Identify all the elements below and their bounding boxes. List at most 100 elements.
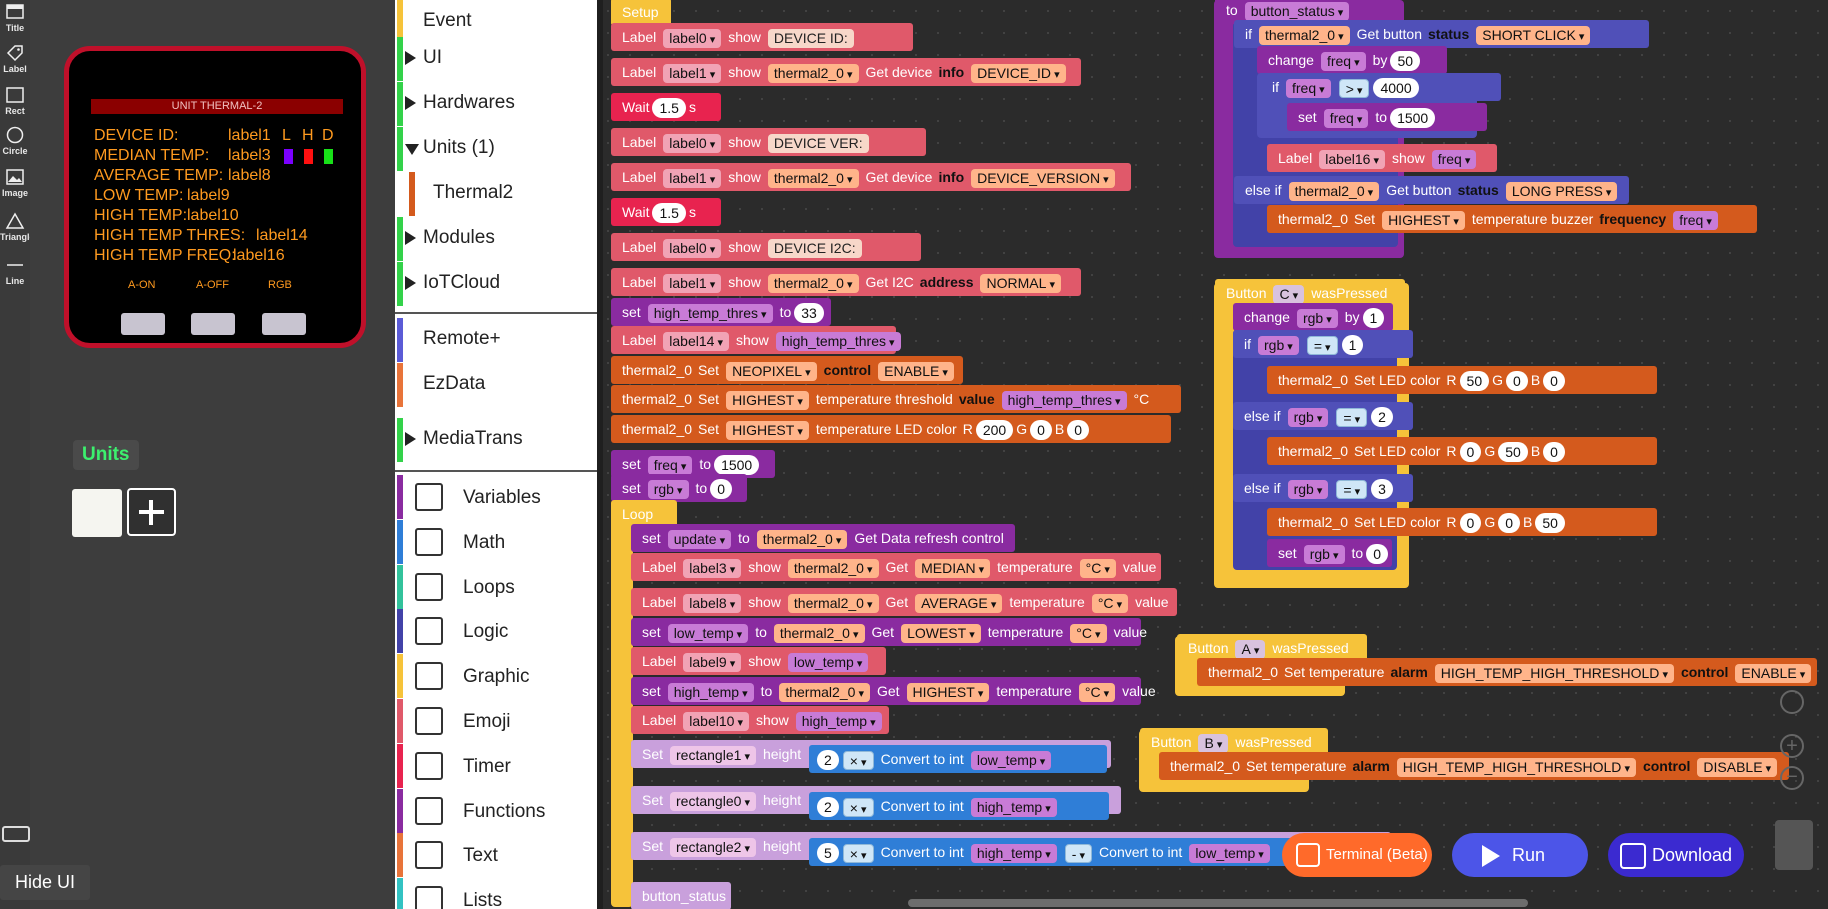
number-field[interactable]: 4000 — [1373, 78, 1419, 99]
number-field[interactable]: 33 — [794, 303, 824, 324]
dropdown-field[interactable]: ENABLE — [1735, 663, 1812, 683]
number-field[interactable]: 0 — [1067, 420, 1090, 441]
category-ui[interactable]: UI — [395, 37, 597, 81]
dropdown-field[interactable]: × — [842, 750, 874, 770]
dropdown-field[interactable]: label0 — [663, 238, 722, 258]
dropdown-field[interactable]: low_temp — [970, 750, 1052, 770]
dropdown-field[interactable]: °C — [1091, 593, 1129, 613]
line-tool[interactable]: Line — [0, 256, 30, 286]
label-show-block[interactable]: Label label16 show freq — [1267, 144, 1497, 172]
dropdown-field[interactable]: HIGHEST — [726, 420, 809, 440]
category-variables[interactable]: Variables — [395, 475, 597, 519]
dropdown-field[interactable]: low_temp — [787, 652, 869, 672]
hide-ui-button[interactable]: Hide UI — [0, 865, 90, 900]
set-variable-block[interactable]: set high_temp to thermal2_0 Get HIGHEST temper… — [631, 677, 1156, 705]
blockly-workspace[interactable]: Setup Label label0 show DEVICE ID: Label label… — [597, 0, 1828, 909]
number-field[interactable]: 2 — [1371, 407, 1393, 428]
dropdown-field[interactable]: rgb — [1287, 407, 1329, 427]
category-text[interactable]: Text — [395, 833, 597, 878]
dropdown-field[interactable]: > — [1338, 78, 1370, 98]
number-field[interactable]: 1 — [1362, 308, 1385, 329]
dropdown-field[interactable]: HIGHEST — [1382, 210, 1465, 230]
number-field[interactable]: 1 — [1341, 335, 1364, 356]
add-unit-button[interactable] — [127, 488, 176, 536]
dropdown-field[interactable]: HIGH_TEMP_HIGH_THRESHOLD — [1434, 663, 1674, 683]
dropdown-field[interactable]: label8 — [683, 593, 742, 613]
category-hardwares[interactable]: Hardwares — [395, 82, 597, 126]
dropdown-field[interactable]: label14 — [663, 331, 729, 351]
dropdown-field[interactable]: rgb — [1296, 308, 1338, 328]
thermal-alarm-block[interactable]: thermal2_0 Set temperature alarm HIGH_TEMP_… — [1159, 752, 1789, 780]
setup-block[interactable]: Setup — [611, 0, 671, 26]
dropdown-field[interactable]: high_temp_thres — [775, 331, 901, 351]
title-tool[interactable]: Title — [0, 3, 30, 33]
dropdown-field[interactable]: × — [842, 843, 874, 863]
dropdown-field[interactable]: freq — [1320, 51, 1366, 71]
dropdown-field[interactable]: DISABLE — [1697, 757, 1778, 777]
recenter-icon[interactable] — [1780, 690, 1804, 714]
dropdown-field[interactable]: HIGHEST — [726, 390, 809, 410]
dropdown-field[interactable]: thermal2_0 — [1288, 181, 1380, 201]
number-field[interactable]: 2 — [817, 750, 839, 771]
category-loops[interactable]: Loops — [395, 564, 597, 609]
dropdown-field[interactable]: = — [1306, 335, 1338, 355]
dropdown-field[interactable]: high_temp — [970, 843, 1057, 863]
number-field[interactable]: 1500 — [714, 455, 760, 476]
dropdown-field[interactable]: thermal2_0 — [787, 593, 879, 613]
button-a-block[interactable]: Button AwasPressed — [1177, 634, 1367, 662]
dropdown-field[interactable]: rectangle0 — [670, 791, 756, 811]
number-field[interactable]: 1.5 — [652, 98, 686, 119]
dropdown-field[interactable]: freq — [1673, 210, 1718, 230]
thermal-led-color-block[interactable]: thermal2_0 Set HIGHEST temperature LED colo… — [611, 415, 1171, 443]
circle-tool[interactable]: Circle — [0, 126, 30, 156]
button-c-block[interactable]: Button CwasPressed — [1215, 279, 1405, 307]
math-multiply-block[interactable]: 2× Convert to int high_temp — [809, 792, 1109, 820]
category-ezdata[interactable]: EzData — [395, 363, 597, 407]
button-b-block[interactable]: Button BwasPressed — [1140, 728, 1328, 756]
category-graphic[interactable]: Graphic — [395, 654, 597, 699]
dropdown-field[interactable]: label10 — [683, 711, 749, 731]
dropdown-field[interactable]: °C — [1078, 682, 1116, 702]
thermal-threshold-block[interactable]: thermal2_0 Set HIGHEST temperature threshol… — [611, 385, 1181, 413]
category-lists[interactable]: Lists — [395, 878, 597, 909]
number-field[interactable]: 50 — [1459, 371, 1490, 392]
run-button[interactable]: Run — [1452, 833, 1588, 877]
set-variable-block[interactable]: setfreqto1500 — [611, 450, 775, 478]
triangle-tool[interactable]: Triangle — [0, 212, 35, 242]
category-math[interactable]: Math — [395, 519, 597, 564]
dropdown-field[interactable]: rectangle2 — [670, 837, 756, 857]
thermal-led-block[interactable]: thermal2_0 Set LED color R 0 G 50 B 0 — [1267, 437, 1657, 465]
trash-icon[interactable] — [1775, 820, 1813, 870]
dropdown-field[interactable]: freq — [1431, 149, 1477, 169]
wait-block[interactable]: Wait 1.5 s — [611, 93, 721, 121]
dropdown-field[interactable]: thermal2_0 — [756, 529, 848, 549]
dropdown-field[interactable]: high_temp_thres — [1001, 390, 1127, 410]
category-units-1[interactable]: Units (1) — [395, 127, 597, 171]
label-show-block[interactable]: Label label0 show DEVICE I2C: — [611, 233, 921, 261]
string-field[interactable]: DEVICE ID: — [767, 28, 854, 48]
dropdown-field[interactable]: HIGHEST — [906, 682, 990, 702]
dropdown-field[interactable]: - — [1064, 843, 1093, 863]
set-variable-block[interactable]: set update to thermal2_0 Get Data refresh co… — [631, 524, 1015, 552]
if-block[interactable]: if thermal2_0 Get button status SHORT CLICK — [1234, 20, 1649, 48]
label-show-block[interactable]: Label label1 show thermal2_0 Get device info D… — [611, 163, 1131, 191]
dropdown-field[interactable]: ENABLE — [878, 361, 954, 381]
dropdown-field[interactable]: NEOPIXEL — [726, 361, 817, 381]
terminal-button[interactable]: Terminal (Beta) — [1282, 833, 1432, 877]
number-field[interactable]: 0 — [1459, 513, 1482, 534]
dropdown-field[interactable]: label0 — [663, 28, 722, 48]
category-mediatrans[interactable]: MediaTrans — [395, 418, 597, 462]
label-show-block[interactable]: Label label10 show high_temp — [631, 706, 889, 734]
number-field[interactable]: 2 — [817, 797, 839, 818]
dropdown-field[interactable]: high_temp_thres — [647, 303, 773, 323]
category-remote[interactable]: Remote+ — [395, 318, 597, 362]
zoom-in-icon[interactable]: + — [1780, 734, 1804, 758]
wait-block[interactable]: Wait 1.5 s — [611, 198, 721, 226]
thermal-alarm-block[interactable]: thermal2_0 Set temperature alarm HIGH_TEMP_… — [1197, 658, 1817, 686]
dropdown-field[interactable]: low_temp — [1189, 843, 1270, 863]
category-logic[interactable]: Logic — [395, 609, 597, 654]
number-field[interactable]: 0 — [710, 479, 732, 500]
